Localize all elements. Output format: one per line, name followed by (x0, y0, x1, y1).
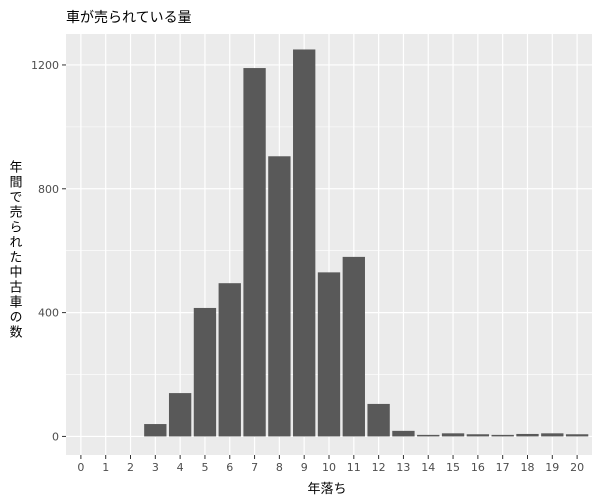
x-tick-label: 6 (226, 461, 233, 474)
x-axis: 0 1 2 3 4 5 6 7 8 9 10 11 12 13 14 15 16 17 18 19 20 (77, 455, 584, 474)
bar-6 (218, 283, 241, 437)
bar-4 (168, 393, 192, 437)
bar-16 (466, 434, 490, 437)
x-tick-label: 12 (372, 461, 386, 474)
bar-17 (491, 434, 514, 437)
x-tick-label: 17 (496, 461, 510, 474)
x-tick-label: 9 (301, 461, 308, 474)
bar-14 (417, 434, 440, 437)
bar-5 (193, 307, 217, 437)
bar-10 (317, 272, 341, 437)
x-tick-label: 20 (570, 461, 584, 474)
x-tick-label: 16 (471, 461, 485, 474)
x-tick-label: 14 (421, 461, 435, 474)
x-tick-label: 11 (347, 461, 361, 474)
bar-19 (541, 433, 564, 437)
bar-7 (243, 68, 266, 437)
bar-15 (441, 433, 465, 437)
bar-12 (367, 403, 390, 437)
chart-title: 車が売られている量 (66, 9, 192, 26)
bars (144, 49, 589, 437)
x-tick-label: 2 (127, 461, 134, 474)
x-tick-label: 19 (545, 461, 559, 474)
y-tick-label: 1200 (31, 59, 59, 72)
bar-11 (342, 256, 365, 437)
y-tick-label: 400 (38, 307, 59, 320)
bar-3 (144, 424, 167, 437)
y-axis: 0 400 800 1200 (31, 59, 66, 443)
x-tick-label: 1 (102, 461, 109, 474)
bar-20 (565, 434, 589, 437)
bar-8 (268, 156, 291, 437)
x-tick-label: 0 (77, 461, 84, 474)
y-tick-label: 800 (38, 183, 59, 196)
bar-13 (392, 430, 415, 437)
x-tick-label: 8 (276, 461, 283, 474)
bar-18 (516, 433, 539, 437)
x-axis-label: 年落ち (307, 482, 346, 497)
x-tick-label: 3 (152, 461, 159, 474)
bar-9 (293, 49, 316, 437)
x-tick-label: 13 (396, 461, 410, 474)
x-tick-label: 15 (446, 461, 460, 474)
x-tick-label: 18 (520, 461, 534, 474)
x-tick-label: 5 (201, 461, 208, 474)
x-tick-label: 4 (177, 461, 184, 474)
y-axis-label: 年間で売られた中古車の数 (7, 160, 23, 340)
x-tick-label: 10 (322, 461, 336, 474)
x-tick-label: 7 (251, 461, 258, 474)
y-tick-label: 0 (52, 430, 59, 443)
